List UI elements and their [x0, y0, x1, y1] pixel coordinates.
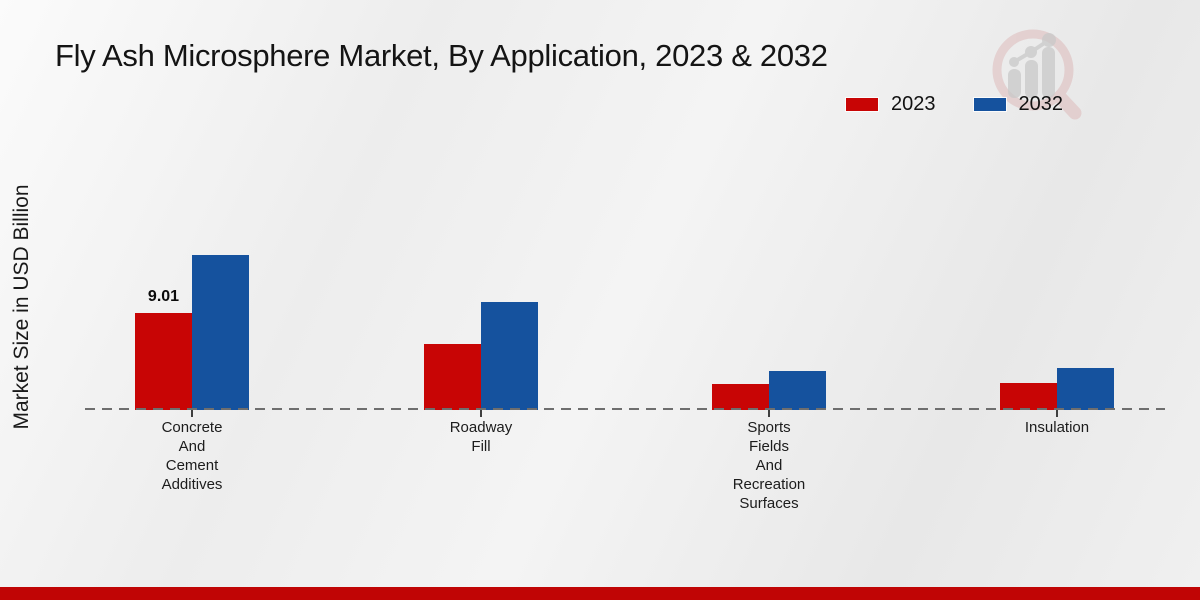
category-label: Sports Fields And Recreation Surfaces: [732, 419, 806, 512]
magnifier-bar-chart-logo-icon: [992, 29, 1082, 120]
x-axis-tick: [1056, 410, 1058, 417]
bottom-accent-strip: [0, 587, 1200, 600]
legend-swatch-2032: [973, 98, 1006, 111]
category-label: Concrete And Cement Additives: [161, 419, 223, 493]
bar-2032-insulation: [1057, 368, 1114, 410]
bar-2023-concrete-and-cement-additives: [135, 313, 192, 410]
legend-swatch-2023: [846, 98, 878, 111]
x-axis-baseline: [85, 408, 1165, 410]
legend-item-2032: 2032: [973, 93, 1064, 116]
bar-2023-roadway-fill: [424, 344, 481, 410]
category-label: Roadway Fill: [449, 419, 513, 455]
bar-2023-sports-fields-and-recreation-surfaces: [712, 384, 769, 410]
legend-label-2032: 2032: [1018, 93, 1064, 115]
x-axis-tick: [480, 410, 482, 417]
chart-title: Fly Ash Microsphere Market, By Applicati…: [55, 38, 828, 73]
legend: 2023 2032: [846, 93, 1063, 116]
bar-value-label: 9.01: [147, 288, 180, 305]
bar-2032-sports-fields-and-recreation-surfaces: [769, 371, 826, 410]
x-axis-tick: [768, 410, 770, 417]
legend-item-2023: 2023: [846, 93, 936, 116]
bar-2032-concrete-and-cement-additives: [192, 254, 249, 410]
bar-2032-roadway-fill: [481, 302, 538, 410]
bar-2023-insulation: [1000, 383, 1057, 410]
legend-label-2023: 2023: [891, 93, 936, 115]
category-label: Insulation: [1024, 419, 1090, 436]
x-axis-tick: [191, 410, 193, 417]
